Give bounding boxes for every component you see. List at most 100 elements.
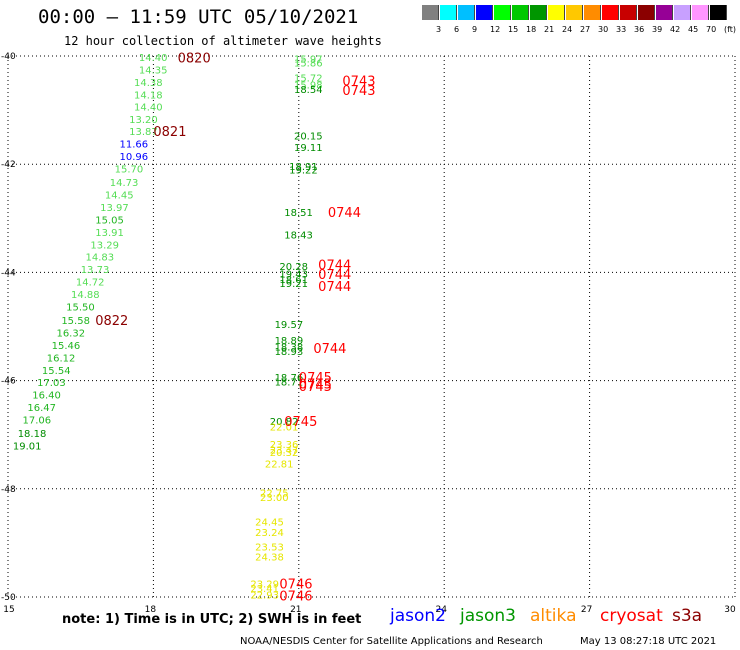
- y-tick-label: -46: [1, 377, 16, 387]
- pass-time-label: 0820: [178, 52, 211, 67]
- wave-height-value: 20.82: [270, 417, 299, 428]
- colorbar-label: 6: [454, 25, 460, 34]
- wave-height-value: 18.38: [275, 343, 304, 354]
- chart-subtitle: 12 hour collection of altimeter wave hei…: [64, 34, 382, 48]
- wave-height-value: 15.97: [294, 55, 323, 66]
- pass-time-label: 0746: [279, 589, 312, 604]
- pass-time-label: 0744: [328, 206, 361, 221]
- wave-height-value: 24.45: [255, 517, 284, 528]
- wave-height-value: 22.01: [270, 423, 299, 434]
- note-text: note: 1) Time is in UTC; 2) SWH is in fe…: [62, 612, 362, 627]
- colorbar-cell: [476, 5, 493, 20]
- colorbar-cell: [710, 5, 727, 20]
- legend-jason2: jason2: [390, 606, 446, 626]
- wave-height-value: 19.21: [279, 279, 308, 290]
- colorbar-cell: [638, 5, 655, 20]
- wave-height-value: 23.24: [255, 528, 284, 539]
- colorbar-cell: [692, 5, 709, 20]
- wave-height-value: 20.28: [279, 262, 308, 273]
- x-tick-label: 24: [435, 605, 447, 615]
- wave-height-value: 18.61: [279, 275, 308, 286]
- colorbar-label: 24: [562, 25, 573, 34]
- wave-height-value: 16.12: [47, 353, 76, 364]
- wave-height-value: 19.22: [289, 166, 318, 177]
- colorbar-label: 21: [544, 25, 555, 34]
- colorbar-cell: [656, 5, 673, 20]
- pass-time-label: 0743: [342, 84, 375, 99]
- legend-cryosat: cryosat: [600, 606, 663, 626]
- wave-height-value: 15.50: [66, 302, 95, 313]
- colorbar-label: (ft): [724, 25, 737, 34]
- wave-height-value: 22.75: [260, 489, 289, 500]
- wave-height-value: 13.73: [81, 265, 110, 276]
- generation-timestamp: May 13 08:27:18 UTC 2021: [580, 636, 717, 647]
- colorbar-label: 45: [688, 25, 699, 34]
- wave-height-value: 14.38: [134, 78, 163, 89]
- legend-jason3: jason3: [460, 606, 516, 626]
- colorbar-cell: [530, 5, 547, 20]
- wave-height-value: 19.11: [294, 143, 323, 154]
- colorbar-label: 15: [508, 25, 519, 34]
- wave-height-value: 15.54: [42, 366, 71, 377]
- pass-time-label: 0745: [284, 415, 317, 430]
- colorbar-cell: [440, 5, 457, 20]
- colorbar-label: 30: [598, 25, 609, 34]
- wave-height-value: 18.18: [18, 429, 47, 440]
- x-tick-label: 27: [581, 605, 592, 615]
- wave-height-value: 24.38: [255, 552, 284, 563]
- colorbar-label: 33: [616, 25, 627, 34]
- wave-height-value: 13.91: [95, 228, 124, 239]
- colorbar-label: 39: [652, 25, 663, 34]
- pass-time-label: 0745: [299, 377, 332, 392]
- chart-title: 00:00 – 11:59 UTC 05/10/2021: [38, 6, 359, 28]
- y-tick-label: -50: [1, 593, 16, 603]
- pass-time-label: 0744: [318, 258, 351, 273]
- wave-height-value: 14.83: [86, 253, 115, 264]
- wave-height-value: 15.05: [95, 215, 124, 226]
- colorbar-cell: [584, 5, 601, 20]
- legend-s3a: s3a: [672, 606, 703, 626]
- colorbar-cell: [548, 5, 565, 20]
- wave-height-value: 18.51: [284, 208, 313, 219]
- x-tick-label: 15: [3, 605, 14, 615]
- wave-height-value: 22.93: [250, 590, 279, 601]
- wave-height-value: 14.35: [139, 66, 168, 77]
- wave-height-value: 16.40: [32, 391, 61, 402]
- wave-height-value: 23.53: [255, 543, 284, 554]
- wave-height-value: 13.97: [100, 203, 129, 214]
- pass-time-label: 0744: [313, 342, 346, 357]
- wave-height-value: 15.58: [61, 316, 90, 327]
- wave-height-value: 18.93: [275, 347, 304, 358]
- pass-time-label: 0746: [279, 577, 312, 592]
- y-tick-label: -48: [1, 485, 16, 495]
- colorbar-cell: [512, 5, 529, 20]
- wave-height-value: 15.70: [115, 165, 144, 176]
- wave-height-value: 18.43: [284, 231, 313, 242]
- wave-height-value: 14.73: [110, 178, 139, 189]
- wave-height-value: 23.36: [270, 440, 299, 451]
- wave-height-value: 15.46: [52, 341, 81, 352]
- wave-height-value: 18.76: [275, 373, 304, 384]
- pass-time-label: 0822: [95, 314, 128, 329]
- wave-height-value: 23.29: [250, 579, 279, 590]
- wave-height-value: 14.72: [76, 278, 105, 289]
- wave-height-value: 19.57: [275, 320, 304, 331]
- colorbar-cell: [422, 5, 439, 20]
- wave-height-value: 13.20: [129, 115, 158, 126]
- colorbar-label: 18: [526, 25, 537, 34]
- wave-height-value: 20.32: [270, 448, 299, 459]
- wave-height-value: 18.89: [275, 336, 304, 347]
- colorbar-label: 3: [436, 25, 442, 34]
- pass-time-label: 0821: [153, 125, 186, 140]
- y-tick-label: -42: [1, 160, 16, 170]
- colorbar-label: 12: [490, 25, 501, 34]
- wave-height-value: 18.71: [275, 378, 304, 389]
- wave-height-value: 15.98: [294, 81, 323, 92]
- wave-height-value: 17.06: [23, 416, 52, 427]
- colorbar-cell: [602, 5, 619, 20]
- wave-height-value: 23.41: [250, 584, 279, 595]
- wave-height-value: 23.47: [270, 445, 299, 456]
- pass-time-label: 0743: [342, 74, 375, 89]
- colorbar-cell: [494, 5, 511, 20]
